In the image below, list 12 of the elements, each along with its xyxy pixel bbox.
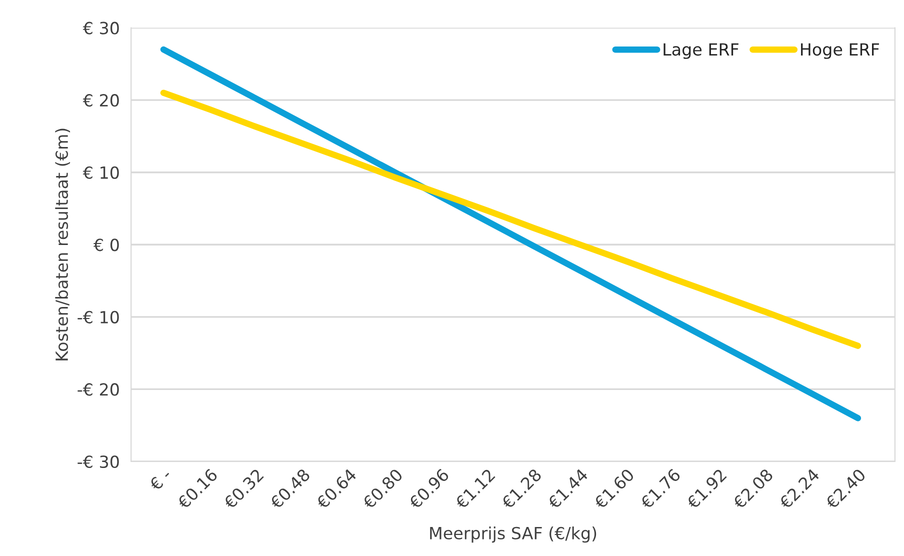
y-tick-label: -€ 20 (78, 383, 119, 396)
y-tick-label: € 10 (82, 166, 119, 179)
y-tick-label: € 30 (82, 22, 119, 34)
y-axis-title: Kosten/baten resultaat (€m) (55, 128, 70, 360)
y-tick-label: -€ 30 (78, 455, 119, 468)
y-tick-label: € 0 (93, 238, 119, 252)
legend-label: Hoge ERF (801, 43, 879, 59)
y-tick-label: -€ 10 (78, 310, 119, 324)
legend-label: Lage ERF (664, 43, 738, 59)
x-tick-label: € - (148, 468, 172, 492)
x-axis-title: Meerprijs SAF (€/kg) (430, 526, 596, 543)
y-tick-label: € 20 (82, 94, 119, 107)
